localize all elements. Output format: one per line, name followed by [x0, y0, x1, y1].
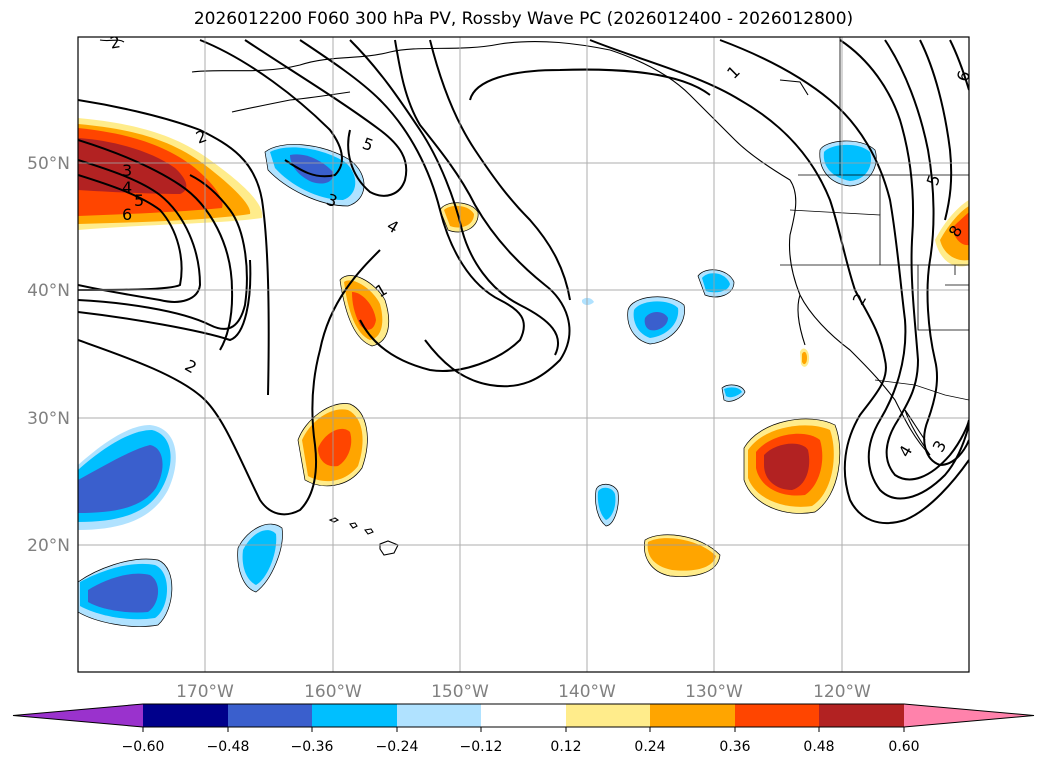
- pv-label: 2: [109, 32, 122, 52]
- lat-label-20n: 20°N: [27, 536, 70, 556]
- colorbar-tick-labels: −0.60 −0.48 −0.36 −0.24 −0.12 0.12 0.24 …: [122, 739, 920, 755]
- colorbar-segment: [566, 704, 650, 727]
- colorbar-segments: [12, 703, 1035, 732]
- colorbar-extend-min: [13, 704, 143, 727]
- pv-contours: [78, 39, 969, 525]
- colorbar-segment: [397, 704, 481, 727]
- political-borders: [780, 37, 969, 401]
- colorbar-segment: [228, 704, 312, 727]
- colorbar-tick: 0.48: [803, 739, 834, 755]
- positive-anomaly-north-pacific: [78, 118, 263, 230]
- colorbar-tick: −0.12: [460, 739, 503, 755]
- colorbar-segment: [312, 704, 397, 727]
- colorbar-segment: [143, 704, 228, 727]
- lon-label-150w: 150°W: [431, 682, 489, 702]
- anomaly-outlines: [78, 140, 877, 627]
- map-background: [78, 37, 969, 672]
- latitude-labels: 50°N 40°N 30°N 20°N: [27, 154, 70, 556]
- graticule: [78, 37, 969, 672]
- lat-label-30n: 30°N: [27, 409, 70, 429]
- pv-label: 6: [953, 68, 974, 84]
- colorbar-tick: 0.60: [888, 739, 919, 755]
- pv-label: 5: [134, 191, 144, 210]
- map-frame: [77, 36, 970, 673]
- colorbar-tick: −0.48: [207, 739, 250, 755]
- pv-label: 6: [122, 205, 132, 224]
- pv-label: 3: [122, 161, 132, 180]
- colorbar-tick: 0.12: [550, 739, 581, 755]
- lat-label-50n: 50°N: [27, 154, 70, 174]
- pv-label: 4: [122, 178, 132, 197]
- lon-label-160w: 160°W: [304, 682, 362, 702]
- map-title: 2026012200 F060 300 hPa PV, Rossby Wave …: [193, 9, 854, 29]
- colorbar-extend-max: [904, 704, 1034, 727]
- lon-label-130w: 130°W: [685, 682, 743, 702]
- colorbar-tick: −0.36: [291, 739, 334, 755]
- colorbar-segment: [819, 704, 904, 727]
- lat-label-40n: 40°N: [27, 281, 70, 301]
- positive-anomaly-subtropical: [644, 200, 969, 577]
- lon-label-170w: 170°W: [176, 682, 234, 702]
- longitude-labels: 170°W 160°W 150°W 140°W 130°W 120°W: [176, 682, 871, 702]
- lon-label-120w: 120°W: [813, 682, 871, 702]
- negative-anomaly-south: [78, 140, 877, 627]
- colorbar-segment: [735, 704, 819, 727]
- colorbar-tick: 0.36: [719, 739, 750, 755]
- colorbar-segment: [481, 704, 566, 727]
- colorbar-tick: 0.24: [634, 739, 665, 755]
- lon-label-140w: 140°W: [558, 682, 616, 702]
- colorbar-segment: [650, 704, 735, 727]
- colorbar-tick: −0.60: [122, 739, 165, 755]
- colorbar-tick: −0.24: [376, 739, 419, 755]
